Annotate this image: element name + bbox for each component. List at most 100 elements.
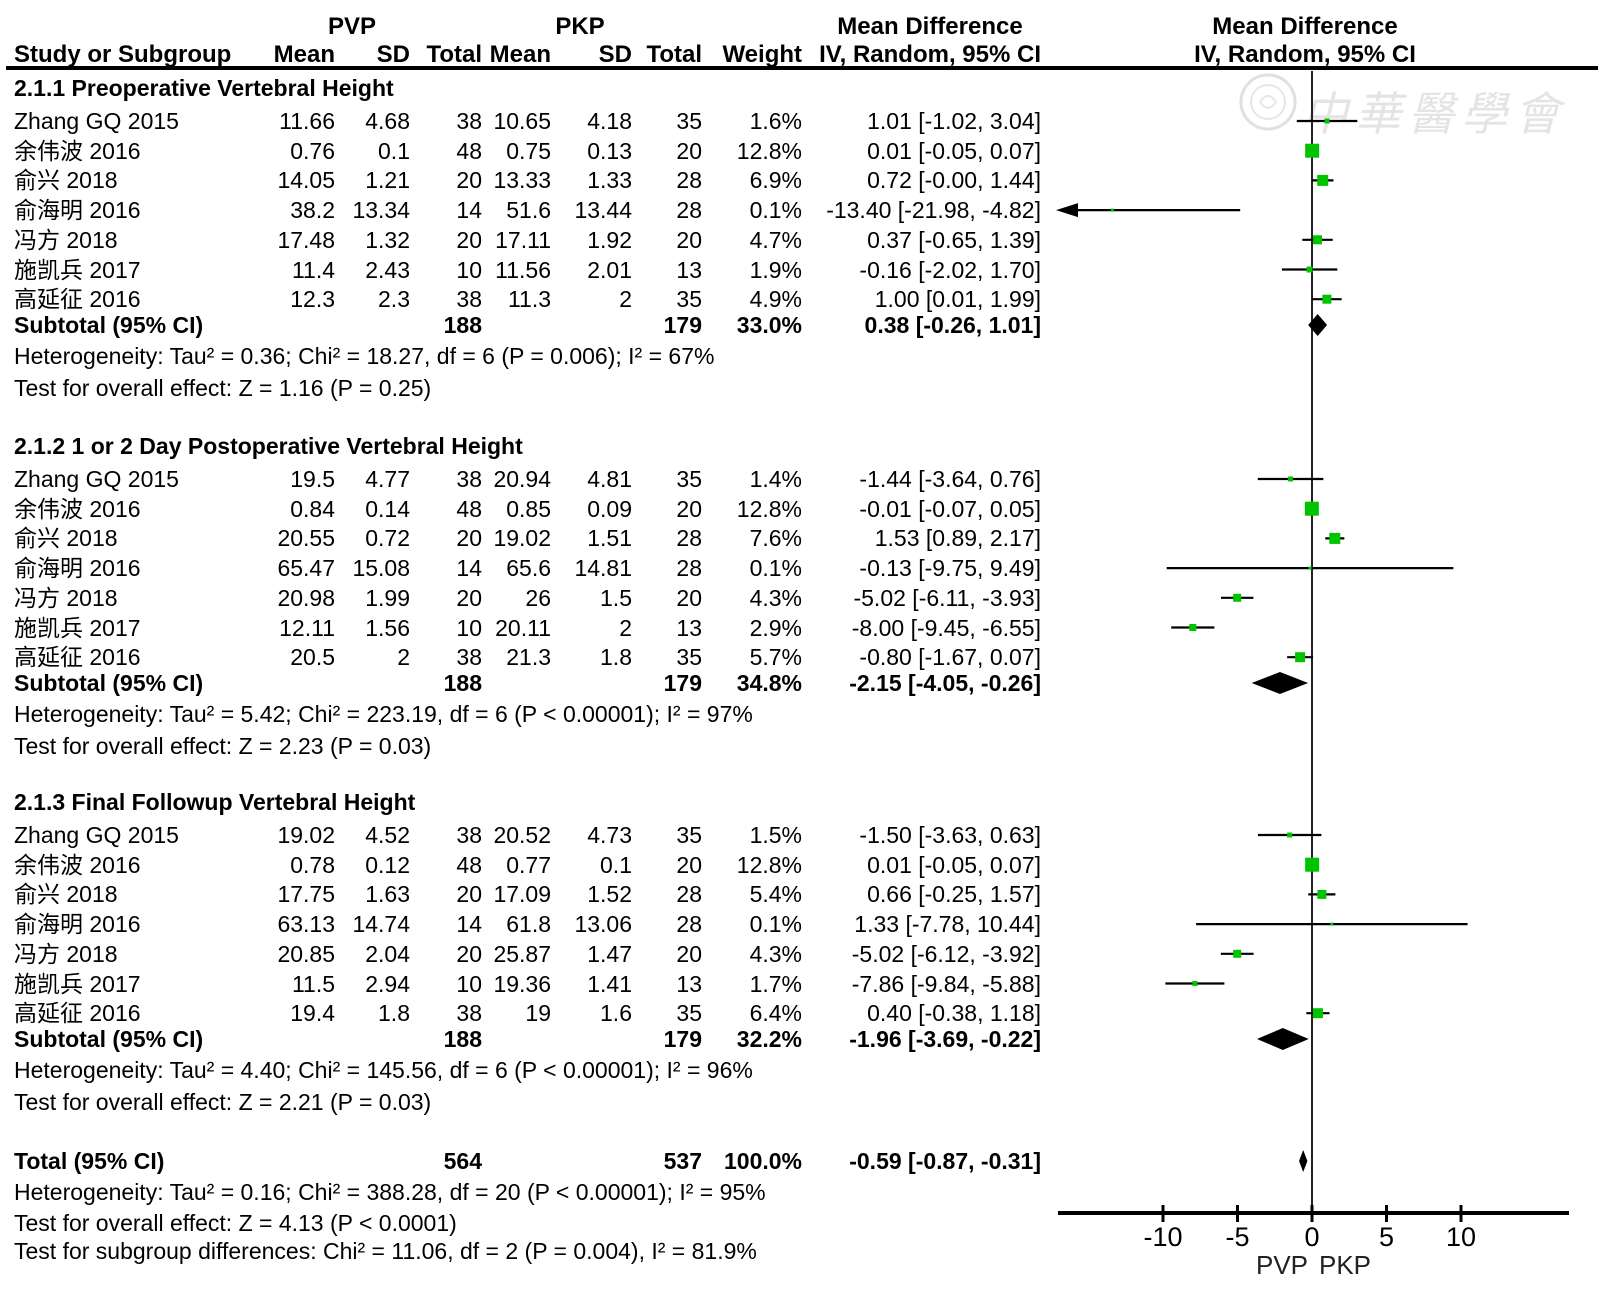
study-label: 俞海明 2016	[14, 911, 141, 938]
study-weight: 6.9%	[749, 167, 802, 194]
study-sd1: 1.56	[365, 614, 410, 641]
study-total2: 20	[676, 226, 702, 253]
study-sd1: 14.74	[352, 911, 410, 938]
study-total2: 28	[676, 197, 702, 224]
study-label: 俞兴 2018	[14, 525, 118, 552]
study-total2: 28	[676, 525, 702, 552]
overall-effect-note-text: Test for overall effect: Z = 2.23 (P = 0…	[14, 733, 432, 759]
summary-total2: 179	[663, 1026, 702, 1052]
study-mean2: 0.75	[506, 137, 551, 164]
overall-effect-note: Test for overall effect: Z = 1.16 (P = 0…	[0, 373, 1608, 403]
study-ci: -8.00 [-9.45, -6.55]	[851, 614, 1041, 641]
study-row: 俞兴 2018 17.75 1.63 20 17.09 1.52 28 5.4% 0.66 [-…	[0, 879, 1608, 909]
study-ci: -0.13 [-9.75, 9.49]	[859, 555, 1041, 582]
study-label: Zhang GQ 2015	[14, 466, 179, 492]
study-label: 俞兴 2018	[14, 167, 118, 194]
study-label: 冯方 2018	[14, 940, 118, 967]
study-total1: 20	[456, 881, 482, 908]
study-ci: 0.01 [-0.05, 0.07]	[867, 851, 1041, 878]
study-sd2: 1.41	[587, 970, 632, 997]
study-row: 冯方 2018 20.98 1.99 20 26 1.5 20 4.3% -5.02 [-6.1…	[0, 583, 1608, 613]
summary-total1: 564	[443, 1148, 482, 1174]
heterogeneity-note-text: Heterogeneity: Tau² = 5.42; Chi² = 223.1…	[14, 701, 753, 727]
subgroup-differences-note-text: Test for subgroup differences: Chi² = 11…	[14, 1238, 757, 1264]
study-mean2: 20.94	[493, 466, 551, 492]
study-sd1: 2.43	[365, 256, 410, 283]
study-mean1: 20.55	[277, 525, 335, 552]
study-total1: 20	[456, 940, 482, 967]
study-weight: 0.1%	[749, 911, 802, 938]
summary-ci: -0.59 [-0.87, -0.31]	[849, 1148, 1041, 1174]
summary-ci: -2.15 [-4.05, -0.26]	[849, 670, 1041, 696]
study-weight: 1.6%	[749, 108, 802, 134]
study-sd1: 1.63	[365, 881, 410, 908]
study-row: 高延征 2016 12.3 2.3 38 11.3 2 35 4.9% 1.00 [0.01, …	[0, 284, 1608, 314]
summary-weight: 32.2%	[736, 1026, 802, 1052]
study-mean2: 17.11	[495, 226, 551, 253]
study-weight: 4.3%	[749, 940, 802, 967]
study-sd2: 2.01	[587, 256, 632, 283]
study-ci: 1.00 [0.01, 1.99]	[874, 286, 1041, 313]
study-mean2: 0.77	[506, 851, 551, 878]
study-mean1: 20.98	[277, 584, 335, 611]
subtotal-row: Subtotal (95% CI) 188 179 32.2% -1.96 [-3.69…	[0, 1024, 1608, 1054]
study-weight: 5.7%	[749, 644, 802, 671]
study-sd1: 2.3	[378, 286, 410, 313]
study-row: 高延征 2016 20.5 2 38 21.3 1.8 35 5.7% -0.80 [-1.67…	[0, 642, 1608, 672]
study-label: 冯方 2018	[14, 584, 118, 611]
study-sd1: 2.94	[365, 970, 410, 997]
study-sd2: 14.81	[574, 555, 632, 582]
subgroup-differences-note: Test for subgroup differences: Chi² = 11…	[0, 1236, 1608, 1266]
study-mean2: 11.3	[507, 286, 551, 313]
summary-weight: 34.8%	[736, 670, 802, 696]
col-header-sd-pkp: SD	[598, 41, 632, 68]
study-mean2: 65.6	[506, 555, 551, 582]
study-sd2: 1.52	[587, 881, 632, 908]
study-sd2: 0.09	[587, 495, 632, 522]
study-label: 俞海明 2016	[14, 555, 141, 582]
section-title: 2.1.1 Preoperative Vertebral Height	[0, 73, 1608, 103]
study-mean1: 12.3	[290, 286, 335, 313]
study-row: 施凯兵 2017 11.4 2.43 10 11.56 2.01 13 1.9% -0.16 […	[0, 255, 1608, 285]
study-row: 施凯兵 2017 11.5 2.94 10 19.36 1.41 13 1.7% -7.86 […	[0, 969, 1608, 999]
study-sd2: 0.1	[600, 851, 632, 878]
study-label: 余伟波 2016	[14, 137, 141, 164]
study-total2: 20	[676, 851, 702, 878]
study-row: 俞兴 2018 14.05 1.21 20 13.33 1.33 28 6.9% 0.72 [-…	[0, 165, 1608, 195]
group-header-pvp: PVP	[327, 13, 377, 40]
study-sd1: 0.14	[365, 495, 410, 522]
study-weight: 1.7%	[749, 970, 802, 997]
study-ci: -0.16 [-2.02, 1.70]	[859, 256, 1041, 283]
overall-effect-note: Test for overall effect: Z = 2.21 (P = 0…	[0, 1087, 1608, 1117]
study-ci: -5.02 [-6.11, -3.93]	[853, 584, 1041, 611]
study-sd1: 15.08	[352, 555, 410, 582]
study-weight: 2.9%	[749, 614, 802, 641]
study-mean2: 25.87	[493, 940, 551, 967]
study-mean2: 19.02	[493, 525, 551, 552]
study-weight: 4.3%	[749, 584, 802, 611]
summary-ci: 0.38 [-0.26, 1.01]	[864, 312, 1041, 338]
study-total2: 28	[676, 881, 702, 908]
study-total2: 35	[676, 1000, 702, 1027]
study-sd1: 2.04	[365, 940, 410, 967]
study-sd1: 2	[397, 644, 410, 671]
study-mean2: 17.09	[493, 881, 551, 908]
section-title: 2.1.2 1 or 2 Day Postoperative Vertebral…	[0, 431, 1608, 461]
summary-label: Subtotal (95% CI)	[14, 670, 204, 696]
study-ci: 1.33 [-7.78, 10.44]	[854, 911, 1041, 938]
study-mean1: 65.47	[277, 555, 335, 582]
study-total1: 20	[456, 584, 482, 611]
overall-effect-note: Test for overall effect: Z = 2.23 (P = 0…	[0, 731, 1608, 761]
header-rule	[6, 66, 1598, 70]
study-total2: 35	[676, 822, 702, 848]
study-label: 余伟波 2016	[14, 851, 141, 878]
col-header-mean-pvp: Mean	[273, 41, 335, 68]
col-header-total-pvp: Total	[426, 41, 482, 68]
effect-header-right-line2: IV, Random, 95% CI	[1194, 41, 1416, 68]
study-total2: 13	[676, 256, 702, 283]
study-total1: 14	[456, 911, 482, 938]
study-mean2: 61.8	[506, 911, 551, 938]
study-mean1: 38.2	[290, 197, 335, 224]
col-header-ci: IV, Random, 95% CI	[819, 41, 1041, 68]
total-overall-effect-note: Test for overall effect: Z = 4.13 (P < 0…	[0, 1208, 1608, 1238]
